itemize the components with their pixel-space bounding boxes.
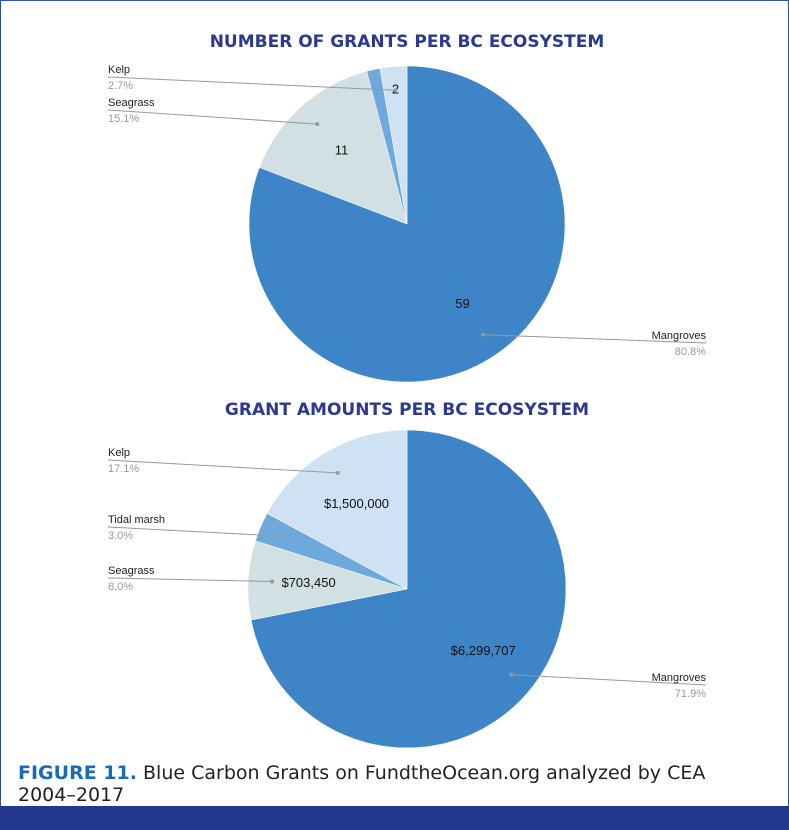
caption-label: FIGURE 11.	[18, 762, 137, 784]
value-label: 59	[455, 296, 469, 311]
leader-line	[107, 109, 318, 125]
percent-label: 3.0%	[108, 530, 133, 542]
leader-dot	[509, 672, 514, 677]
leader-line	[107, 76, 396, 91]
pie-slice	[250, 429, 567, 749]
value-label: $6,299,707	[451, 643, 516, 658]
leader-dot	[280, 534, 285, 539]
percent-label: 15.1%	[108, 113, 139, 125]
leader-line	[107, 577, 273, 582]
chart-title: GRANT AMOUNTS PER BC ECOSYSTEM	[225, 400, 589, 420]
slice-label: Seagrass	[108, 97, 155, 109]
percent-label: 80.8%	[675, 346, 706, 358]
slice-label: Seagrass	[108, 565, 155, 577]
leader-dot	[393, 88, 398, 93]
percent-label: 17.1%	[108, 463, 139, 475]
value-label: $703,450	[281, 575, 335, 590]
chart-title: NUMBER OF GRANTS PER BC ECOSYSTEM	[210, 32, 605, 52]
leader-line	[107, 526, 283, 537]
leader-dot	[335, 470, 340, 475]
footer-bar	[0, 806, 789, 830]
slice-label: Kelp	[108, 447, 130, 459]
pie-slice	[379, 65, 408, 225]
slice-label: Mangroves	[652, 330, 707, 342]
leader-dot	[481, 332, 486, 337]
leader-line	[107, 459, 338, 474]
leader-dot	[270, 579, 275, 584]
caption: FIGURE 11. Blue Carbon Grants on Fundthe…	[18, 762, 738, 806]
charts: NUMBER OF GRANTS PER BC ECOSYSTEM 59 Mangr…	[107, 32, 707, 749]
percent-label: 71.9%	[675, 688, 706, 700]
value-label: $1,500,000	[324, 496, 389, 511]
leader-dot	[315, 122, 320, 127]
leader-line	[483, 334, 707, 344]
leader-line	[511, 674, 707, 686]
slice-label: Mangroves	[652, 672, 707, 684]
slice-label: Tidal marsh	[108, 514, 165, 526]
pie-slice	[266, 429, 408, 590]
slice-label: Kelp	[108, 64, 130, 76]
value-label: 11	[335, 143, 349, 158]
percent-label: 2.7%	[108, 80, 133, 92]
percent-label: 8.0%	[108, 581, 133, 593]
caption-text: Blue Carbon Grants on FundtheOcean.org a…	[18, 762, 706, 806]
pie-slice	[259, 70, 408, 225]
